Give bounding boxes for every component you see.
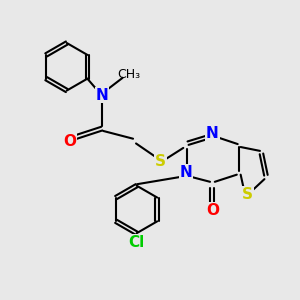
Text: O: O [63,134,76,148]
Text: O: O [206,202,219,217]
Text: CH₃: CH₃ [118,68,141,81]
Text: N: N [179,165,192,180]
Text: S: S [242,187,253,202]
Text: S: S [155,154,166,169]
Text: Cl: Cl [128,235,145,250]
Text: N: N [206,126,219,141]
Text: N: N [95,88,108,103]
